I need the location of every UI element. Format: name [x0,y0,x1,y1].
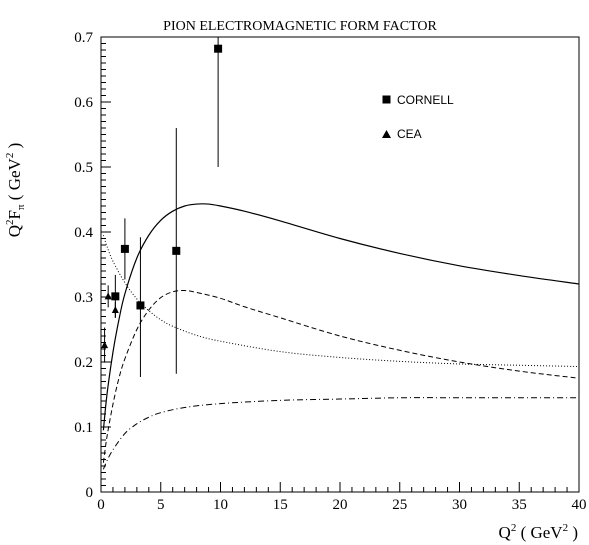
legend-cea-label: CEA [397,127,422,141]
cornell-point [214,44,223,53]
y-label-f: F [5,210,24,219]
error-bars [104,37,219,377]
y-tick-label: 0.6 [74,95,93,111]
y-axis-label: Q2Fπ ( GeV2 ) [4,143,27,238]
x-label-unit-open: ( GeV [516,523,563,542]
x-tick-label: 20 [333,497,348,513]
cornell-point [111,292,120,301]
svg-text:Q2Fπ ( GeV2 ): Q2Fπ ( GeV2 ) [4,143,27,238]
cea-point [111,306,119,313]
y-tick-label: 0.3 [74,290,93,306]
x-tick-label: 10 [213,497,228,513]
cea-point [101,341,109,349]
x-tick-label: 25 [392,497,407,513]
x-axis-label: Q2 ( GeV2 ) [499,522,578,542]
x-tick-label: 5 [157,497,165,513]
curve-dashed [102,289,580,463]
y-tick-label: 0 [86,485,94,501]
cornell-point [172,246,181,255]
x-tick-label: 0 [97,497,105,513]
plot-frame [100,36,580,493]
chart-title: PION ELECTROMAGNETIC FORM FACTOR [163,19,437,34]
y-label-f-sub: π [15,204,27,210]
curve-dashdot [102,397,579,470]
x-tick-label: 35 [512,497,527,513]
legend-cea-marker [382,130,391,138]
y-tick-label: 0.1 [74,420,93,436]
legend-cornell-marker [382,95,391,104]
curve-dotted [102,235,580,368]
cornell-point [120,244,129,253]
y-label-q: Q [5,225,24,237]
y-label-unit-close: ) [5,143,24,153]
curves [102,203,580,470]
legend-cornell-label: CORNELL [397,93,454,107]
x-label-unit-close: ) [568,523,578,542]
y-tick-label: 0.7 [74,30,93,46]
axis-ticks: 0 5 10 15 20 25 30 35 40 0 0.1 0.2 0.3 0.4 0.5 0.6 0.7 [74,30,586,513]
data-markers [101,44,223,349]
cornell-point [136,301,145,310]
y-tick-label: 0.2 [74,355,93,371]
y-tick-label: 0.5 [74,160,93,176]
curve-solid [102,203,580,431]
x-label-q: Q [499,523,511,542]
y-label-unit-open: ( GeV [5,157,24,204]
cea-point [104,292,112,300]
y-tick-label: 0.4 [74,225,93,241]
y-label-q-sup: 2 [4,219,16,225]
x-label-unit-sup: 2 [563,522,569,534]
x-tick-label: 40 [572,497,587,513]
legend: CORNELL CEA [382,93,454,141]
x-label-q-sup: 2 [511,522,517,534]
x-tick-label: 30 [452,497,467,513]
x-tick-label: 15 [273,497,288,513]
y-label-unit-sup: 2 [4,153,16,159]
